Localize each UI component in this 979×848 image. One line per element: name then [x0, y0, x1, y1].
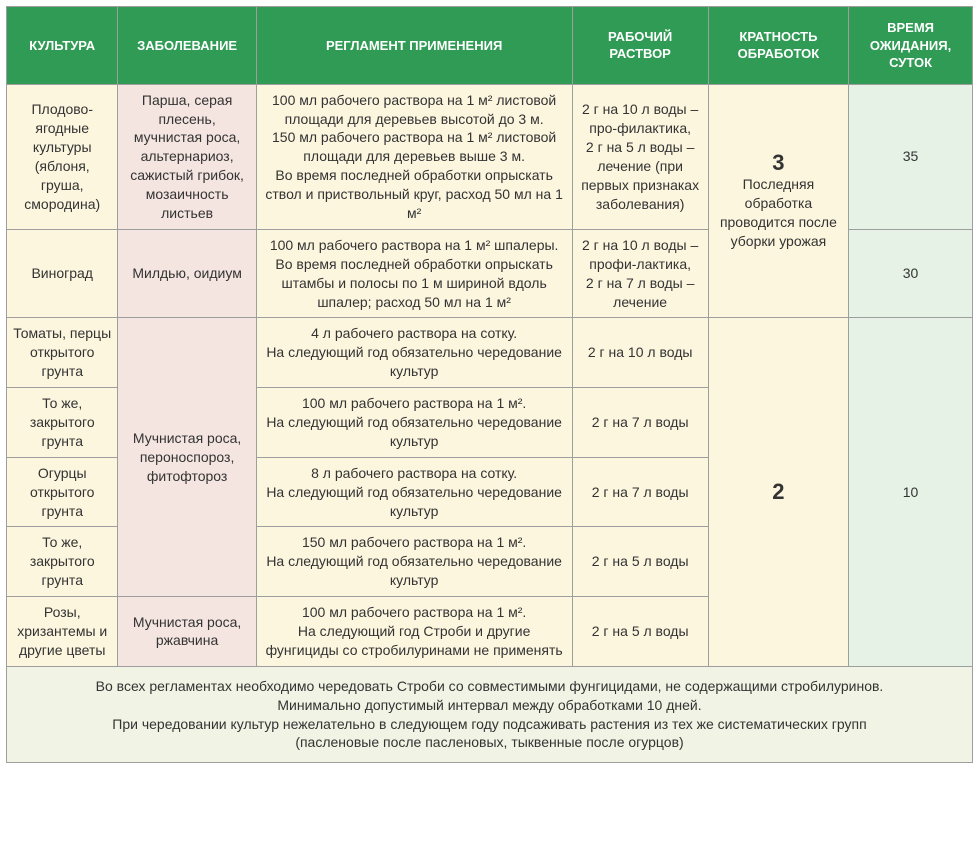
cell-solution: 2 г на 10 л воды — [572, 318, 708, 388]
cell-solution: 2 г на 5 л воды — [572, 527, 708, 597]
header-regulation: РЕГЛАМЕНТ ПРИМЕНЕНИЯ — [256, 7, 572, 85]
cell-solution: 2 г на 7 л воды — [572, 457, 708, 527]
cell-solution: 2 г на 10 л воды – профи-лактика,2 г на … — [572, 229, 708, 318]
cell-regulation: 100 мл рабочего раствора на 1 м².На след… — [256, 388, 572, 458]
cell-culture: То же, закрытого грунта — [7, 527, 118, 597]
cell-disease: Мучнистая роса, пероноспороз, фитофтороз — [118, 318, 256, 597]
table-row: Плодово-ягодные культуры (яблоня, груша,… — [7, 84, 973, 229]
cell-regulation: 8 л рабочего раствора на сотку.На следую… — [256, 457, 572, 527]
header-culture: КУЛЬТУРА — [7, 7, 118, 85]
cell-culture: То же, закрытого грунта — [7, 388, 118, 458]
cell-multiplicity: 2 — [708, 318, 848, 666]
header-wait: ВРЕМЯ ОЖИДАНИЯ, СУТОК — [849, 7, 973, 85]
multiplicity-note: Последняя обработка проводится после убо… — [720, 176, 837, 249]
cell-solution: 2 г на 5 л воды — [572, 597, 708, 667]
cell-culture: Огурцы открытого грунта — [7, 457, 118, 527]
cell-wait: 10 — [849, 318, 973, 666]
cell-disease: Милдью, оидиум — [118, 229, 256, 318]
cell-disease: Парша, серая плесень, мучнистая роса, ал… — [118, 84, 256, 229]
footer-note: Во всех регламентах необходимо чередоват… — [7, 666, 973, 763]
cell-wait: 30 — [849, 229, 973, 318]
header-disease: ЗАБОЛЕВАНИЕ — [118, 7, 256, 85]
header-multiplicity: КРАТНОСТЬ ОБРАБОТОК — [708, 7, 848, 85]
cell-regulation: 4 л рабочего раствора на сотку.На следую… — [256, 318, 572, 388]
cell-wait: 35 — [849, 84, 973, 229]
cell-solution: 2 г на 10 л воды – про-филактика,2 г на … — [572, 84, 708, 229]
table-row: Томаты, перцы открытого грунта Мучнистая… — [7, 318, 973, 388]
application-table: КУЛЬТУРА ЗАБОЛЕВАНИЕ РЕГЛАМЕНТ ПРИМЕНЕНИ… — [6, 6, 973, 763]
cell-culture: Плодово-ягодные культуры (яблоня, груша,… — [7, 84, 118, 229]
cell-disease: Мучнистая роса, ржавчина — [118, 597, 256, 667]
cell-regulation: 100 мл рабочего раствора на 1 м² листово… — [256, 84, 572, 229]
cell-multiplicity: 3 Последняя обработка проводится после у… — [708, 84, 848, 318]
header-solution: РАБОЧИЙ РАСТВОР — [572, 7, 708, 85]
cell-regulation: 100 мл рабочего раствора на 1 м².На след… — [256, 597, 572, 667]
cell-solution: 2 г на 7 л воды — [572, 388, 708, 458]
cell-regulation: 150 мл рабочего раствора на 1 м².На след… — [256, 527, 572, 597]
cell-regulation: 100 мл рабочего раствора на 1 м² шпалеры… — [256, 229, 572, 318]
cell-culture: Розы, хризантемы и другие цветы — [7, 597, 118, 667]
multiplicity-number: 3 — [772, 150, 784, 175]
cell-culture: Томаты, перцы открытого грунта — [7, 318, 118, 388]
header-row: КУЛЬТУРА ЗАБОЛЕВАНИЕ РЕГЛАМЕНТ ПРИМЕНЕНИ… — [7, 7, 973, 85]
footer-row: Во всех регламентах необходимо чередоват… — [7, 666, 973, 763]
multiplicity-number: 2 — [772, 479, 784, 504]
cell-culture: Виноград — [7, 229, 118, 318]
